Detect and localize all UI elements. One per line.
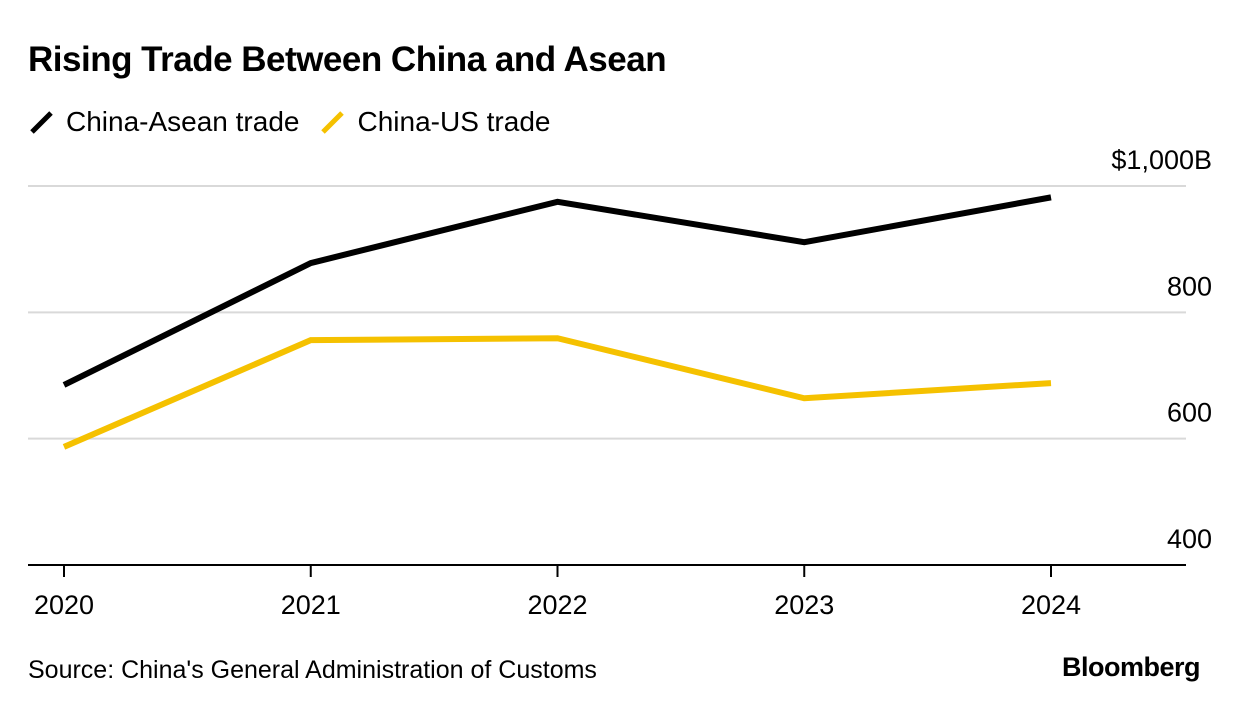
series-lines [62, 194, 1052, 450]
series-line-china-us-trade [62, 335, 1052, 450]
x-axis [28, 564, 1186, 577]
y-tick-label-1000: $1,000B [1111, 145, 1212, 175]
x-tick-label-2023: 2023 [774, 590, 834, 620]
legend-item-china-asean: China-Asean trade [28, 106, 299, 138]
chart-title: Rising Trade Between China and Asean [28, 40, 667, 79]
legend-label-china-asean: China-Asean trade [66, 106, 300, 137]
x-tick-label-2022: 2022 [527, 590, 587, 620]
series-line-china-asean-trade [62, 194, 1052, 388]
gridlines [28, 185, 1186, 440]
y-tick-label-600: 600 [1167, 398, 1212, 428]
x-tick-label-2020: 2020 [34, 590, 94, 620]
legend: China-Asean trade China-US trade [28, 104, 570, 140]
x-tick-label-2021: 2021 [281, 590, 341, 620]
y-tick-label-800: 800 [1167, 271, 1212, 301]
bloomberg-logo: Bloomberg [1061, 652, 1201, 682]
legend-label-china-us: China-US trade [357, 106, 551, 137]
y-tick-label-400: 400 [1167, 524, 1212, 554]
tick-labels: $1,000B 800 600 400 2020 2021 2022 2023 2024 [34, 145, 1212, 620]
source-note: Source: China's General Administration o… [28, 656, 597, 684]
legend-swatch-china-asean [30, 111, 53, 134]
legend-swatch-china-us [321, 111, 345, 134]
legend-item-china-us: China-US trade [319, 106, 550, 138]
x-tick-label-2024: 2024 [1021, 590, 1081, 620]
